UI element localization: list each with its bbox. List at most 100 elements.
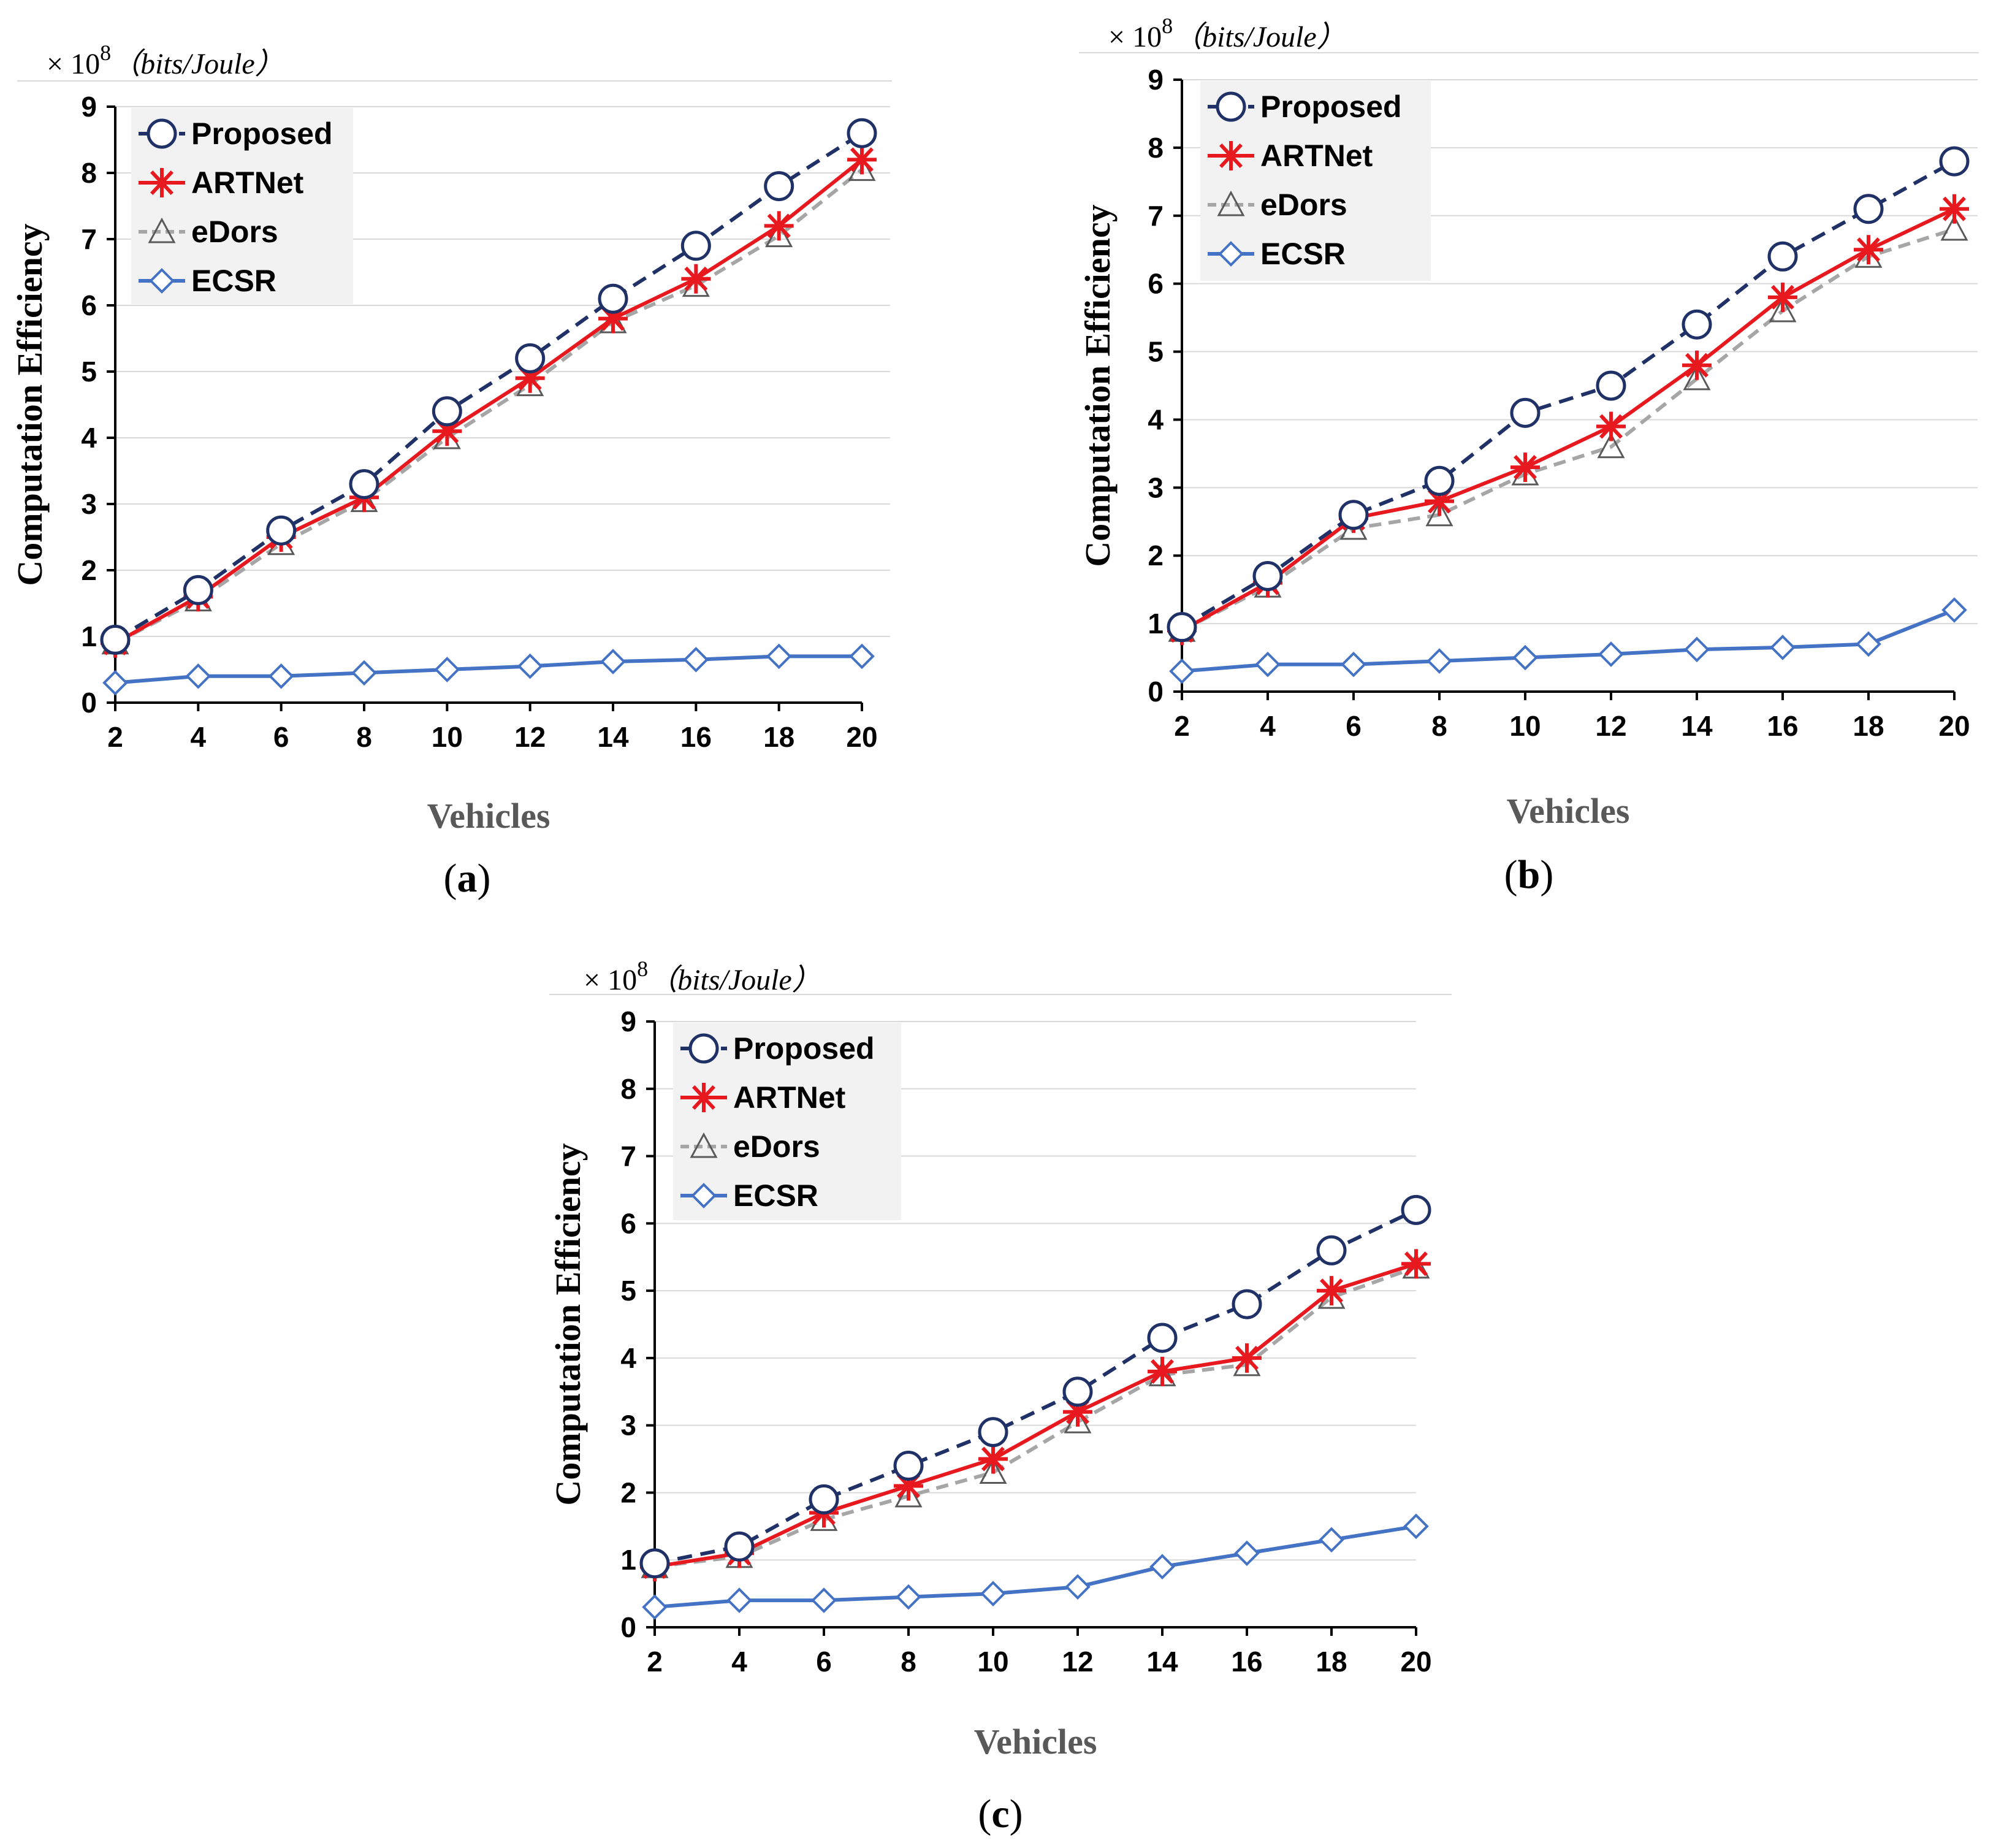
panel-label: (b) bbox=[1504, 852, 1554, 897]
x-tick-label: 2 bbox=[647, 1646, 663, 1678]
series-line-artnet bbox=[114, 158, 863, 645]
point-ecsr-4 bbox=[726, 1587, 752, 1613]
series-line-proposed bbox=[654, 1208, 1417, 1565]
legend-item-proposed: Proposed bbox=[1208, 90, 1402, 124]
x-tick-label: 20 bbox=[1938, 710, 1970, 742]
y-tick-label: 0 bbox=[1148, 676, 1164, 708]
legend-label: ECSR bbox=[733, 1178, 818, 1213]
x-tick-label: 14 bbox=[597, 721, 629, 753]
point-artnet-18 bbox=[764, 211, 794, 241]
series-line-proposed bbox=[114, 131, 863, 641]
point-proposed-18 bbox=[1853, 194, 1884, 224]
point-ecsr-4 bbox=[1255, 651, 1281, 678]
x-tick-label: 12 bbox=[1595, 710, 1626, 742]
y-tick-label: 7 bbox=[620, 1140, 636, 1172]
legend-item-artnet: ARTNet bbox=[1208, 139, 1373, 173]
point-proposed-12 bbox=[1596, 370, 1626, 401]
y-axis-title: Computation Efficiency bbox=[10, 223, 50, 586]
x-tick-label: 6 bbox=[1346, 710, 1362, 742]
y-tick-label: 2 bbox=[620, 1476, 636, 1508]
point-artnet-14 bbox=[1682, 350, 1712, 380]
legend-marker-artnet bbox=[1216, 141, 1246, 170]
y-tick-label: 2 bbox=[1148, 540, 1164, 571]
point-proposed-4 bbox=[183, 575, 213, 605]
point-proposed-10 bbox=[432, 396, 462, 427]
point-proposed-8 bbox=[349, 469, 379, 500]
x-tick-label: 16 bbox=[1231, 1646, 1262, 1678]
legend-label: ECSR bbox=[191, 264, 276, 298]
point-proposed-14 bbox=[598, 283, 628, 314]
series-proposed bbox=[100, 118, 877, 655]
point-proposed-10 bbox=[978, 1417, 1008, 1448]
legend-marker-proposed bbox=[1216, 91, 1246, 122]
legend-marker-ecsr bbox=[691, 1183, 717, 1208]
legend-marker-artnet bbox=[689, 1083, 718, 1112]
point-ecsr-12 bbox=[1598, 641, 1624, 667]
legend-label: ARTNet bbox=[191, 166, 304, 200]
x-tick-label: 4 bbox=[731, 1646, 747, 1678]
point-ecsr-12 bbox=[517, 653, 543, 679]
y-tick-label: 3 bbox=[1148, 472, 1164, 503]
legend-marker-artnet bbox=[147, 168, 177, 197]
y-tick-label: 7 bbox=[1148, 200, 1164, 232]
legend-item-ecsr: ECSR bbox=[680, 1178, 818, 1213]
y-tick-label: 6 bbox=[1148, 268, 1164, 300]
y-tick-label: 1 bbox=[1148, 608, 1164, 640]
y-tick-label: 2 bbox=[81, 554, 97, 586]
point-proposed-20 bbox=[1401, 1194, 1431, 1225]
point-proposed-4 bbox=[724, 1531, 755, 1562]
point-proposed-8 bbox=[893, 1451, 924, 1481]
unit-label: × 108（bits/Joule） bbox=[47, 40, 284, 80]
x-tick-label: 4 bbox=[191, 721, 207, 753]
point-proposed-12 bbox=[515, 343, 546, 373]
point-proposed-2 bbox=[100, 624, 131, 655]
series-proposed bbox=[639, 1194, 1431, 1579]
point-artnet-16 bbox=[681, 264, 711, 294]
legend-label: ARTNet bbox=[733, 1080, 846, 1115]
point-ecsr-8 bbox=[896, 1584, 921, 1610]
point-proposed-14 bbox=[1682, 309, 1712, 340]
y-axis-title: Computation Efficiency bbox=[1078, 204, 1118, 567]
point-proposed-6 bbox=[1338, 500, 1369, 530]
point-ecsr-20 bbox=[1941, 597, 1967, 623]
y-tick-label: 4 bbox=[81, 422, 97, 454]
point-proposed-16 bbox=[1767, 241, 1798, 272]
x-axis-title: Vehicles bbox=[427, 796, 550, 836]
y-tick-label: 8 bbox=[81, 157, 97, 189]
panel-label: (c) bbox=[978, 1792, 1023, 1836]
point-ecsr-16 bbox=[1770, 635, 1796, 660]
point-ecsr-8 bbox=[1427, 648, 1452, 674]
point-edors-16 bbox=[1769, 296, 1797, 323]
point-proposed-6 bbox=[809, 1484, 839, 1514]
point-edors-8 bbox=[1425, 500, 1453, 527]
point-ecsr-18 bbox=[1319, 1527, 1344, 1553]
legend-label: eDors bbox=[191, 215, 278, 249]
y-tick-label: 9 bbox=[620, 1006, 636, 1037]
x-axis-title: Vehicles bbox=[974, 1722, 1097, 1762]
series-line-edors bbox=[654, 1265, 1417, 1569]
y-tick-label: 0 bbox=[620, 1611, 636, 1643]
series-ecsr bbox=[642, 1513, 1429, 1620]
point-artnet-10 bbox=[978, 1444, 1008, 1474]
x-tick-label: 14 bbox=[1146, 1646, 1178, 1678]
point-artnet-16 bbox=[1232, 1343, 1262, 1373]
point-ecsr-14 bbox=[1149, 1554, 1175, 1580]
point-ecsr-6 bbox=[268, 663, 294, 689]
point-edors-20 bbox=[1940, 215, 1968, 241]
panel-label: (a) bbox=[444, 856, 491, 901]
point-ecsr-14 bbox=[1684, 636, 1710, 663]
y-tick-label: 0 bbox=[81, 687, 97, 719]
point-proposed-6 bbox=[266, 515, 297, 546]
point-proposed-2 bbox=[1167, 612, 1197, 643]
x-tick-label: 20 bbox=[1400, 1646, 1431, 1678]
legend-label: eDors bbox=[1260, 188, 1347, 222]
x-tick-label: 10 bbox=[977, 1646, 1008, 1678]
x-axis-title: Vehicles bbox=[1507, 791, 1630, 831]
x-tick-label: 14 bbox=[1681, 710, 1713, 742]
x-tick-label: 18 bbox=[1316, 1646, 1347, 1678]
x-tick-label: 18 bbox=[1853, 710, 1884, 742]
point-proposed-2 bbox=[639, 1548, 670, 1579]
